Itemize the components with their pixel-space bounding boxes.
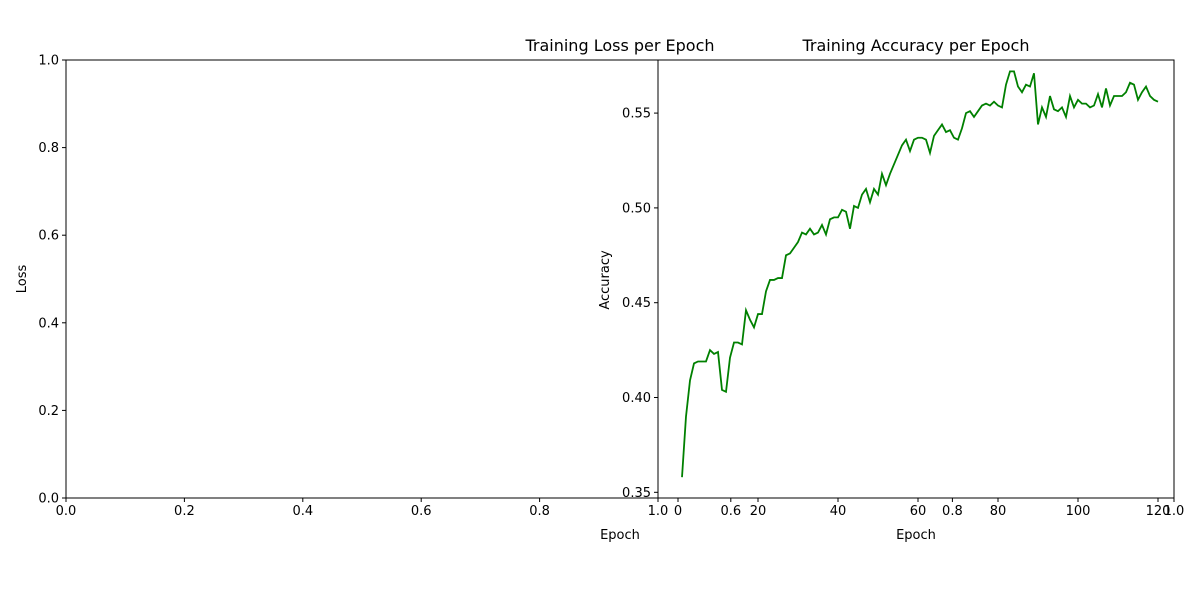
overlay-x-tick-0.6-label: 0.6 (720, 504, 741, 519)
loss-axes: Training Loss per Epoch 0.0 0.2 0.4 0.6 0.8 1… (15, 36, 715, 543)
accuracy-chart-title: Training Accuracy per Epoch (801, 36, 1029, 55)
loss-x-tick-0.4-label: 0.4 (292, 504, 313, 519)
accuracy-y-tick-0.45-label: 0.45 (622, 296, 651, 311)
accuracy-x-tick-80-label: 80 (990, 504, 1007, 519)
accuracy-y-tick-0.35-label: 0.35 (622, 486, 651, 501)
overlay-x-tick-0.8-label: 0.8 (942, 504, 963, 519)
loss-ticks: 0.0 0.2 0.4 0.6 0.8 1.0 0.0 0.2 0.4 0.6 0.8 1.0 (38, 54, 668, 520)
loss-y-tick-1.0-label: 1.0 (38, 54, 59, 69)
accuracy-x-axis-label: Epoch (896, 528, 936, 543)
accuracy-ticks: 0 20 40 60 80 100 120 0.35 0.40 0.45 0.50 0.55 (622, 71, 1170, 519)
loss-x-tick-0.0-label: 0.0 (56, 504, 77, 519)
accuracy-axes: Training Accuracy per Epoch 0 20 40 60 80 100… (598, 36, 1175, 543)
loss-chart-title: Training Loss per Epoch (524, 36, 714, 55)
accuracy-x-tick-40-label: 40 (830, 504, 847, 519)
loss-x-tick-1.0-label: 1.0 (648, 504, 669, 519)
accuracy-x-tick-0-label: 0 (674, 504, 682, 519)
accuracy-series-line (681, 70, 1159, 478)
accuracy-axes-frame (657, 59, 1175, 499)
loss-y-tick-0.4-label: 0.4 (38, 316, 59, 331)
accuracy-y-tick-0.55-label: 0.55 (622, 107, 651, 122)
overlay-x-ticks: 0.6 0.8 1.0 (720, 498, 1184, 519)
accuracy-x-tick-60-label: 60 (910, 504, 927, 519)
accuracy-y-tick-0.40-label: 0.40 (622, 391, 651, 406)
accuracy-x-tick-120-label: 120 (1146, 504, 1171, 519)
accuracy-x-tick-100-label: 100 (1066, 504, 1091, 519)
loss-x-tick-0.2-label: 0.2 (174, 504, 195, 519)
loss-x-axis-label: Epoch (600, 528, 640, 543)
loss-y-tick-0.0-label: 0.0 (38, 492, 59, 507)
loss-x-tick-0.8-label: 0.8 (529, 504, 550, 519)
accuracy-y-tick-0.50-label: 0.50 (622, 201, 651, 216)
accuracy-y-axis-label: Accuracy (598, 250, 613, 310)
loss-y-axis-label: Loss (15, 265, 30, 294)
loss-x-tick-0.6-label: 0.6 (411, 504, 432, 519)
loss-y-tick-0.6-label: 0.6 (38, 229, 59, 244)
loss-y-tick-0.2-label: 0.2 (38, 404, 59, 419)
loss-y-tick-0.8-label: 0.8 (38, 141, 59, 156)
overlay-x-tick-1.0-label: 1.0 (1164, 504, 1185, 519)
accuracy-x-tick-20-label: 20 (750, 504, 767, 519)
